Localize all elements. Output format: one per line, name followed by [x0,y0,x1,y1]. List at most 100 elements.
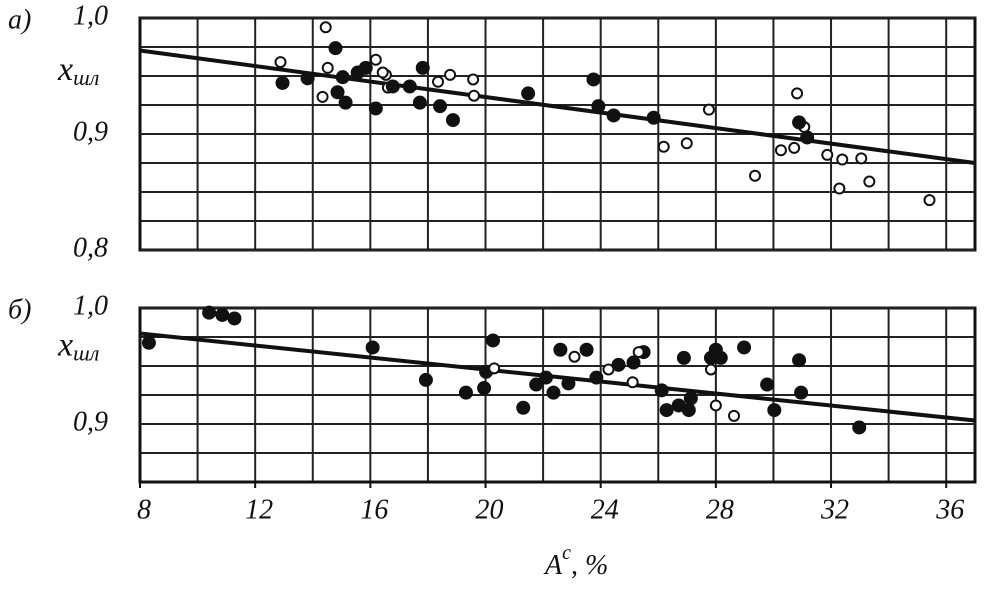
panel-label: б) [8,294,31,325]
filled-point [202,305,217,320]
y-axis-label-main: x [57,326,73,363]
filled-point [579,342,594,357]
open-point [704,363,717,376]
y-tick-label: 0,8 [73,232,108,263]
filled-point [521,86,536,101]
filled-point [792,353,807,368]
filled-point [328,41,343,56]
open-point [836,153,849,166]
filled-point [794,385,809,400]
open-point [468,89,480,102]
filled-point [385,79,400,94]
y-axis-label: xшл [57,326,99,365]
open-point [316,90,329,103]
filled-point [792,115,807,130]
open-point [680,137,693,150]
filled-point [215,307,230,322]
filled-point [402,79,417,94]
filled-point [606,108,621,123]
filled-point [737,340,752,355]
filled-point [338,95,353,110]
x-axis-label-sup: c [562,542,571,564]
open-point [602,363,615,376]
filled-point [516,400,531,415]
filled-point [418,372,433,387]
open-point [319,21,332,34]
filled-point [330,85,345,100]
filled-point [412,95,427,110]
x-tick-label: 32 [820,494,849,525]
panel-label: а) [8,4,31,35]
y-axis-label-sub: шл [73,341,99,366]
filled-point [458,385,473,400]
open-point [791,87,804,100]
y-tick-label: 0,9 [73,406,108,437]
filled-point [852,420,867,435]
filled-point [767,403,782,418]
open-point [923,194,936,207]
filled-point [760,377,775,392]
open-point [376,66,389,79]
filled-point [486,333,501,348]
x-tick-label: 28 [706,494,734,525]
filled-point [415,60,430,75]
filled-point [561,376,576,391]
filled-point [335,70,350,85]
filled-point [553,342,568,357]
filled-point [683,391,698,406]
filled-point [546,385,561,400]
panel: 1,0 0,9 0,8 а) xшл [8,0,977,263]
x-axis-label: Ac, % [543,542,608,582]
filled-point [433,99,448,114]
open-point [863,175,876,188]
panel: 1,0 0,9 8 12 16 20 24 28 32 36 б) xшл Ac, % [8,290,977,582]
filled-point [676,350,691,365]
x-axis-label-unit: , % [571,550,608,581]
filled-point [681,403,696,418]
filled-point [300,71,315,86]
open-point [274,56,287,69]
filled-point [227,311,242,326]
x-tick-label: 8 [137,494,151,525]
filled-point [800,130,815,145]
filled-point [646,110,661,125]
open-point [467,73,480,86]
open-point [488,362,501,375]
filled-point [141,335,156,350]
y-tick-label: 1,0 [73,290,108,321]
x-tick-label: 36 [935,494,964,525]
open-point [728,409,741,422]
y-tick-label: 1,0 [73,0,108,31]
filled-point [538,370,553,385]
open-point [626,376,639,389]
y-axis-label: xшл [57,51,99,90]
filled-point [529,377,544,392]
filled-point [477,381,492,396]
filled-point [589,370,604,385]
filled-point [626,355,641,370]
filled-point [358,60,373,75]
open-point [709,399,722,412]
open-point [632,346,645,359]
filled-point [586,72,601,87]
open-point [788,141,801,154]
y-axis-label-main: x [57,51,73,88]
x-tick-label: 20 [476,494,504,525]
filled-point [275,75,290,90]
x-tick-label: 12 [245,494,273,525]
open-point [568,350,581,363]
filled-point [659,403,674,418]
x-tick-label: 16 [360,494,388,525]
open-point [432,75,445,88]
filled-point [654,383,669,398]
open-point [702,103,715,116]
trend-line [139,331,976,423]
open-point [774,144,787,157]
trend-line [139,48,976,165]
open-point [855,152,868,165]
open-point [821,148,834,161]
x-tick-label: 24 [591,494,619,525]
open-point [321,61,334,74]
y-axis-label-sub: шл [73,65,99,90]
